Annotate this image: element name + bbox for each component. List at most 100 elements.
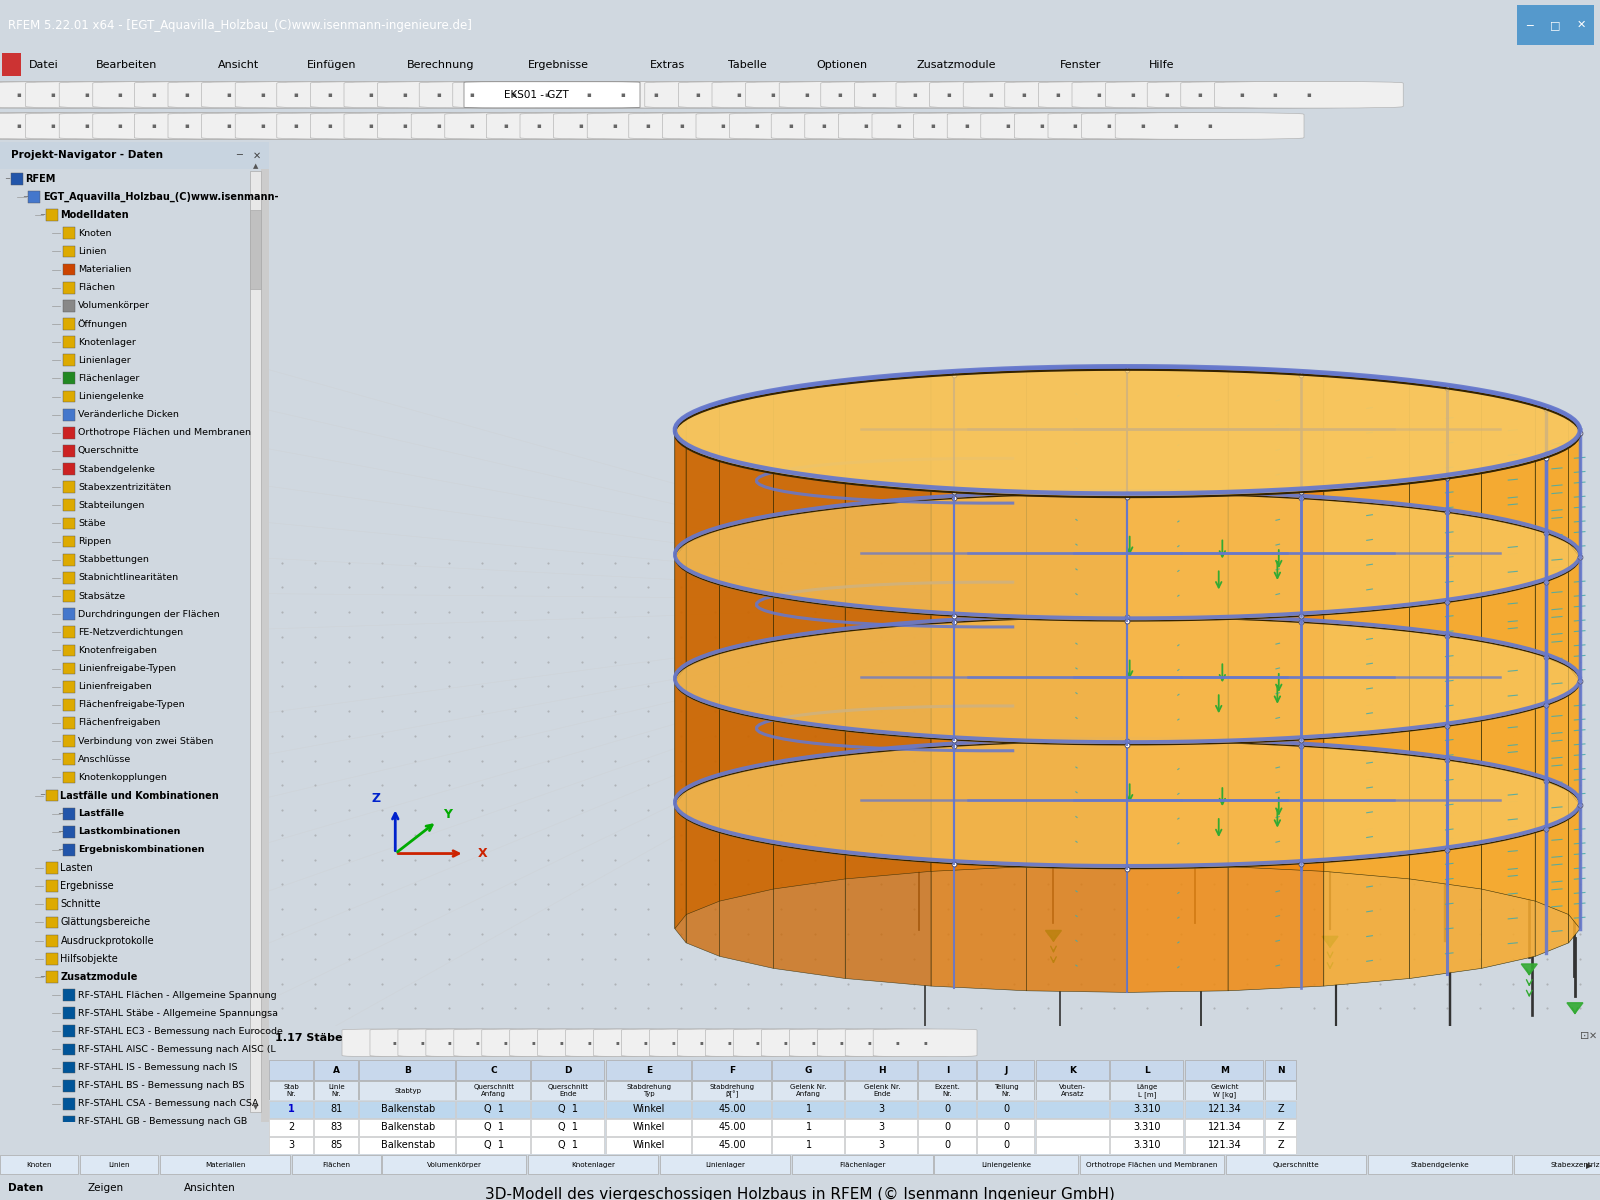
Text: 1: 1 [288,1104,294,1115]
Bar [1264,1061,1296,1080]
FancyBboxPatch shape [454,1030,558,1056]
Text: N: N [1277,1066,1285,1075]
Text: Ende: Ende [560,1091,578,1097]
FancyBboxPatch shape [0,82,147,108]
Text: Orthotrope Flächen und Membranen: Orthotrope Flächen und Membranen [78,428,251,437]
Polygon shape [1323,500,1410,631]
Polygon shape [773,631,845,766]
Bar [845,1081,917,1099]
Text: ▪: ▪ [18,122,21,128]
Bar [314,1100,358,1118]
FancyBboxPatch shape [134,113,323,139]
Text: Rippen: Rippen [78,538,110,546]
Bar [1368,1156,1512,1175]
Polygon shape [1027,496,1128,620]
FancyBboxPatch shape [411,113,600,139]
Polygon shape [1027,743,1128,869]
Text: RF-STAHL AISC - Bemessung nach AISC (L: RF-STAHL AISC - Bemessung nach AISC (L [78,1045,275,1054]
FancyBboxPatch shape [1048,113,1237,139]
Text: Winkel: Winkel [632,1140,666,1151]
Text: B: B [405,1066,411,1075]
Bar [934,1156,1078,1175]
Bar [845,1118,917,1136]
FancyBboxPatch shape [963,82,1152,108]
Polygon shape [1045,930,1061,941]
Text: ▪: ▪ [403,122,406,128]
Bar [250,172,261,1112]
Text: Stabdrehung: Stabdrehung [709,1084,755,1090]
Text: ▪: ▪ [51,91,54,97]
Text: Stabsätze: Stabsätze [78,592,125,600]
Text: 0: 0 [1003,1122,1010,1133]
Bar [1080,1156,1224,1175]
FancyBboxPatch shape [520,113,709,139]
Bar [62,354,75,366]
Bar [46,917,58,929]
Text: Balkenstab: Balkenstab [381,1122,435,1133]
Bar [845,1100,917,1118]
Bar [29,191,40,203]
FancyBboxPatch shape [562,82,750,108]
Polygon shape [1482,517,1536,654]
Polygon shape [1027,742,1128,866]
Bar [1517,5,1542,46]
Bar [62,808,75,820]
Text: ▪: ▪ [1006,122,1010,128]
Text: 1: 1 [805,1104,811,1115]
Bar [845,1136,917,1154]
Text: ▪: ▪ [784,1040,787,1045]
Text: A: A [333,1066,341,1075]
Polygon shape [931,371,1027,500]
Bar [693,1061,771,1080]
Text: ▪: ▪ [755,1040,760,1045]
FancyBboxPatch shape [370,1030,474,1056]
FancyBboxPatch shape [398,1030,502,1056]
Polygon shape [845,624,931,755]
FancyBboxPatch shape [202,82,390,108]
Polygon shape [1323,376,1410,508]
Bar [531,1081,605,1099]
Polygon shape [845,854,931,986]
Text: Querschnitt: Querschnitt [547,1084,589,1090]
Polygon shape [931,614,1027,743]
Text: ─: ─ [40,974,45,980]
Bar [62,554,75,565]
Bar [0,1156,78,1175]
FancyBboxPatch shape [1082,113,1270,139]
FancyBboxPatch shape [453,82,642,108]
Text: Veränderliche Dicken: Veränderliche Dicken [78,410,179,419]
Bar [1226,1156,1366,1175]
FancyBboxPatch shape [310,82,499,108]
Polygon shape [686,571,720,709]
Bar [771,1081,843,1099]
Polygon shape [773,508,845,641]
Text: ▪: ▪ [1074,122,1077,128]
Text: Q  1: Q 1 [558,1140,578,1151]
FancyBboxPatch shape [730,113,918,139]
Bar [693,1081,771,1099]
Text: Tabelle: Tabelle [728,60,766,70]
Bar [978,1118,1034,1136]
Bar [291,1156,381,1175]
Polygon shape [1568,682,1581,820]
FancyBboxPatch shape [0,82,114,108]
FancyBboxPatch shape [134,82,323,108]
Text: K: K [1069,1066,1077,1075]
Text: Ansichten: Ansichten [184,1183,235,1193]
Text: L: L [1144,1066,1150,1075]
Bar [1035,1081,1109,1099]
Text: Knotenlager: Knotenlager [78,337,136,347]
FancyBboxPatch shape [746,82,934,108]
Text: RF-STAHL Flächen - Allgemeine Spannung: RF-STAHL Flächen - Allgemeine Spannung [78,990,277,1000]
Text: 0: 0 [1003,1104,1010,1115]
Bar [693,1118,771,1136]
Bar [62,626,75,638]
Bar [978,1081,1034,1099]
Text: Ergebnisse: Ergebnisse [61,881,114,892]
Text: ▪: ▪ [838,91,842,97]
Bar [360,1118,454,1136]
Bar [62,1044,75,1055]
Text: Teilung: Teilung [994,1084,1019,1090]
Text: ▪: ▪ [805,91,808,97]
Polygon shape [1410,384,1482,517]
